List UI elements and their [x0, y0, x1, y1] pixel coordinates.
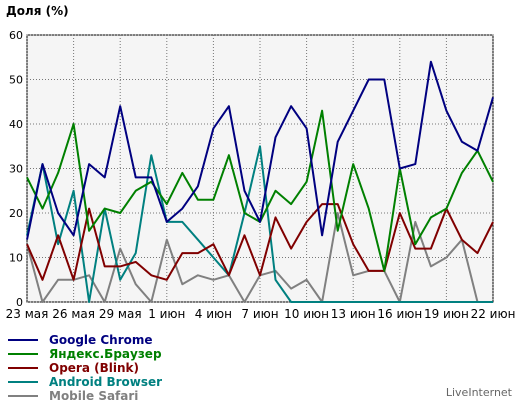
x-tick-label: 16 июн — [377, 307, 422, 321]
y-tick-label: 50 — [9, 74, 23, 87]
y-tick-label: 10 — [9, 252, 23, 265]
x-tick-label: 4 июн — [195, 307, 232, 321]
source-credit: LiveInternet — [445, 386, 512, 399]
legend-label: Opera (Blink) — [49, 361, 139, 375]
legend-item: Mobile Safari — [8, 389, 162, 403]
x-tick-label: 10 июн — [284, 307, 329, 321]
legend-swatch — [8, 367, 38, 369]
y-axis-label: Доля (%) — [6, 4, 69, 18]
x-tick-label: 29 мая — [99, 307, 142, 321]
series-line-opera-blink- — [26, 203, 494, 281]
x-tick-label: 7 июн — [241, 307, 278, 321]
legend: Google Chrome Яндекс.Браузер Opera (Blin… — [8, 333, 162, 403]
y-tick-label: 60 — [9, 29, 23, 42]
x-tick-label: 22 июн — [471, 307, 516, 321]
x-tick-label: 23 мая — [6, 307, 49, 321]
legend-item: Яндекс.Браузер — [8, 347, 162, 361]
legend-label: Яндекс.Браузер — [49, 347, 162, 361]
legend-item: Google Chrome — [8, 333, 162, 347]
x-tick-label: 1 июн — [148, 307, 185, 321]
x-tick-label: 13 июн — [331, 307, 376, 321]
legend-label: Google Chrome — [49, 333, 153, 347]
legend-item: Opera (Blink) — [8, 361, 162, 375]
legend-swatch — [8, 353, 38, 355]
legend-label: Android Browser — [49, 375, 163, 389]
series-lines — [26, 60, 494, 303]
legend-swatch — [8, 339, 38, 341]
x-tick-label: 26 мая — [52, 307, 95, 321]
legend-swatch — [8, 381, 38, 383]
tick-labels: 23 мая 26 мая 29 мая 1 июн 4 июн 7 июн 10 июн 1… — [6, 29, 516, 321]
y-tick-label: 30 — [9, 163, 23, 176]
legend-label: Mobile Safari — [49, 389, 139, 403]
y-tick-label: 40 — [9, 118, 23, 131]
legend-item: Android Browser — [8, 375, 162, 389]
legend-swatch — [8, 395, 38, 397]
y-tick-label: 0 — [16, 296, 23, 309]
y-tick-label: 20 — [9, 207, 23, 220]
series-line-google-chrome — [26, 60, 494, 240]
x-tick-label: 19 июн — [424, 307, 469, 321]
